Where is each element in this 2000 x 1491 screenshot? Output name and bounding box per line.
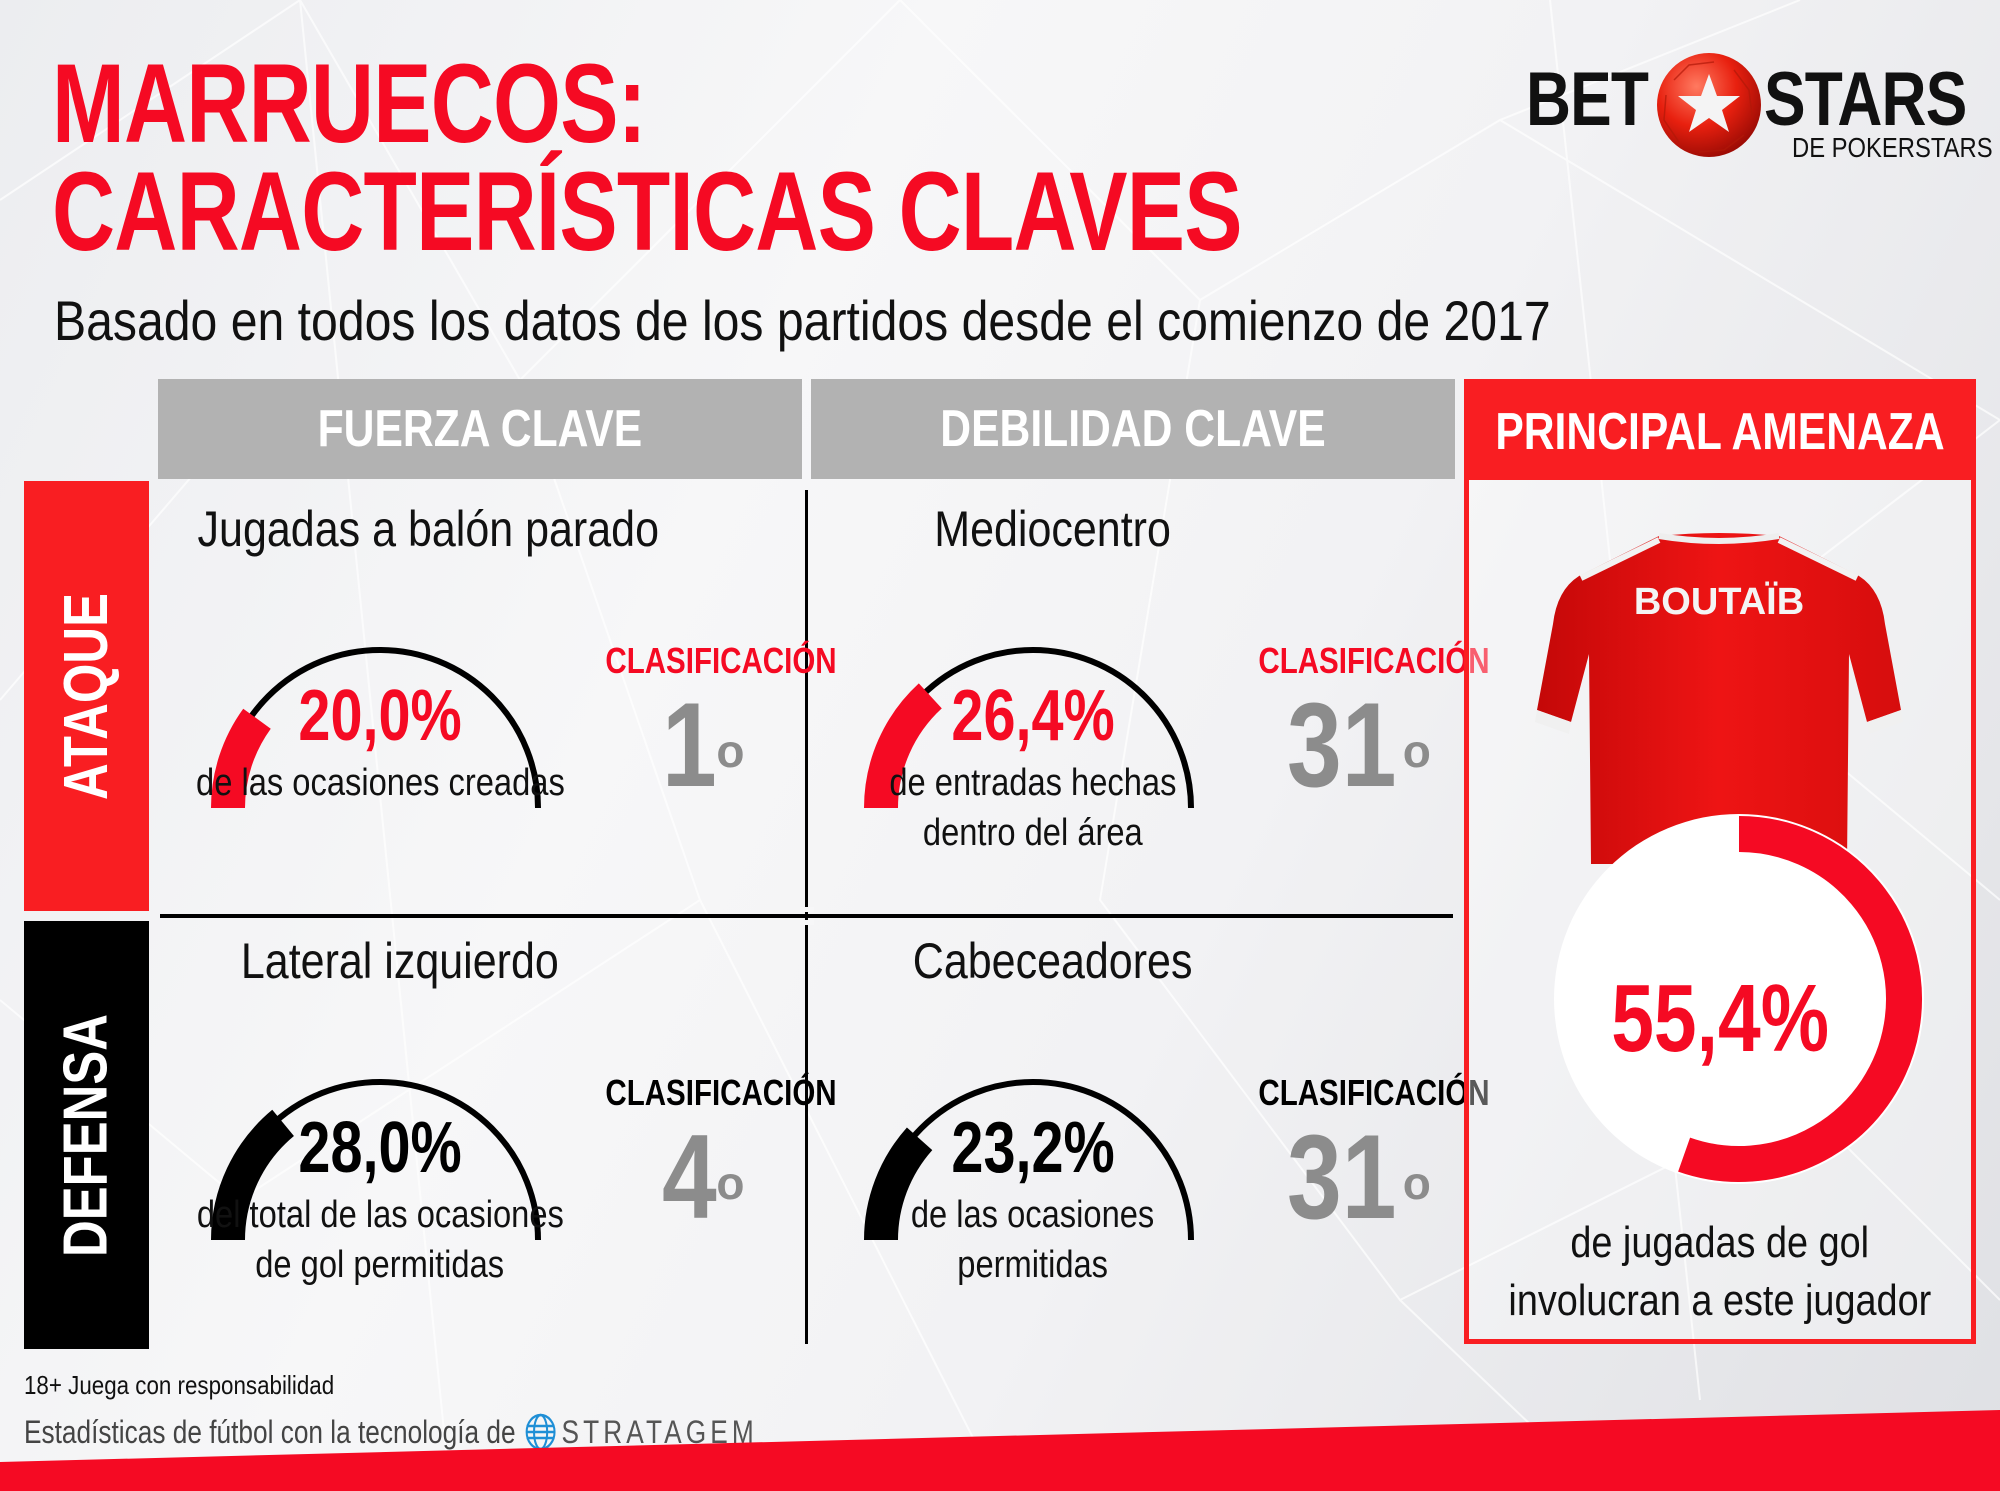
bottom-red-stripe (0, 1410, 2000, 1491)
rank-value: 31 o (1287, 1110, 1431, 1244)
column-header-principal-amenaza: PRINCIPAL AMENAZA (1469, 384, 1971, 480)
category-label: Mediocentro (934, 501, 1172, 557)
jersey-player-name: BOUTAÏB (1634, 580, 1804, 623)
stat-description: de las ocasiones permitidas (911, 1194, 1155, 1286)
stat-cell-attack-strength: Jugadas a balón parado 20,0% de las ocas… (160, 490, 837, 910)
rank-value: 31 o (1287, 678, 1431, 812)
divider-gap (800, 920, 814, 925)
gauge-arc (211, 647, 541, 809)
title-line-2: CARACTERÍSTICAS CLAVES (52, 149, 1243, 274)
rank-label: CLASIFICACIÓN (1258, 640, 1490, 681)
rank-value: 4o (661, 1110, 745, 1244)
threat-ring-chart (1554, 814, 1924, 1184)
logo-subtext: DE POKERSTARS (1792, 132, 1993, 163)
grid-horizontal-divider (160, 914, 1453, 918)
stat-value: 23,2% (951, 1108, 1115, 1188)
divider-gap (800, 907, 814, 912)
column-header-fuerza-clave: FUERZA CLAVE (158, 379, 802, 479)
betstars-logo: BET STARS DE POKERSTARS (1526, 50, 1993, 170)
threat-value: 55,4% (1611, 965, 1829, 1072)
jersey-icon: BOUTAÏB (1535, 533, 1903, 864)
rank-label: CLASIFICACIÓN (605, 640, 837, 681)
category-label: Jugadas a balón parado (197, 501, 660, 557)
stat-value: 26,4% (951, 676, 1115, 756)
row-label-defensa: DEFENSA (24, 921, 149, 1349)
logo-text-stars: STARS (1764, 57, 1967, 142)
stat-cell-defense-weakness: Cabeceadores 23,2% de las ocasiones perm… (813, 922, 1490, 1342)
gauge-arc (864, 647, 1194, 809)
logo-text-bet: BET (1526, 57, 1649, 142)
gauge-arc (864, 1079, 1194, 1241)
gauge-arc (211, 1079, 541, 1241)
rank-label: CLASIFICACIÓN (605, 1072, 837, 1113)
rank-value: 1o (661, 678, 745, 812)
stat-cell-attack-weakness: Mediocentro 26,4% de entradas hechas den… (813, 490, 1490, 910)
stat-description: del total de las ocasiones de gol permit… (196, 1194, 564, 1286)
page-title: MARRUECOS: CARACTERÍSTICAS CLAVES (52, 41, 1243, 274)
threat-description: de jugadas de gol involucran a este juga… (1508, 1218, 1932, 1325)
principal-threat-panel: PRINCIPAL AMENAZA BOUTAÏB 55,4% de jugad… (1464, 379, 1976, 1344)
responsible-gaming-notice: 18+ Juega con responsabilidad (24, 1370, 335, 1400)
stat-value: 20,0% (298, 676, 462, 756)
stat-description: de entradas hechas dentro del área (889, 762, 1177, 854)
category-label: Lateral izquierdo (241, 933, 559, 989)
row-label-ataque: ATAQUE (24, 481, 149, 911)
column-header-debilidad-clave: DEBILIDAD CLAVE (811, 379, 1455, 479)
soccer-ball-star-icon (1657, 53, 1761, 157)
powered-by-credit: Estadísticas de fútbol con la tecnología… (24, 1412, 758, 1452)
page-subtitle: Basado en todos los datos de los partido… (54, 289, 1551, 352)
stat-description: de las ocasiones creadas (195, 762, 565, 804)
category-label: Cabeceadores (913, 933, 1193, 989)
rank-label: CLASIFICACIÓN (1258, 1072, 1490, 1113)
title-line-1: MARRUECOS: (52, 41, 647, 166)
stat-cell-defense-strength: Lateral izquierdo 28,0% del total de las… (160, 922, 836, 1342)
stat-value: 28,0% (298, 1108, 462, 1188)
